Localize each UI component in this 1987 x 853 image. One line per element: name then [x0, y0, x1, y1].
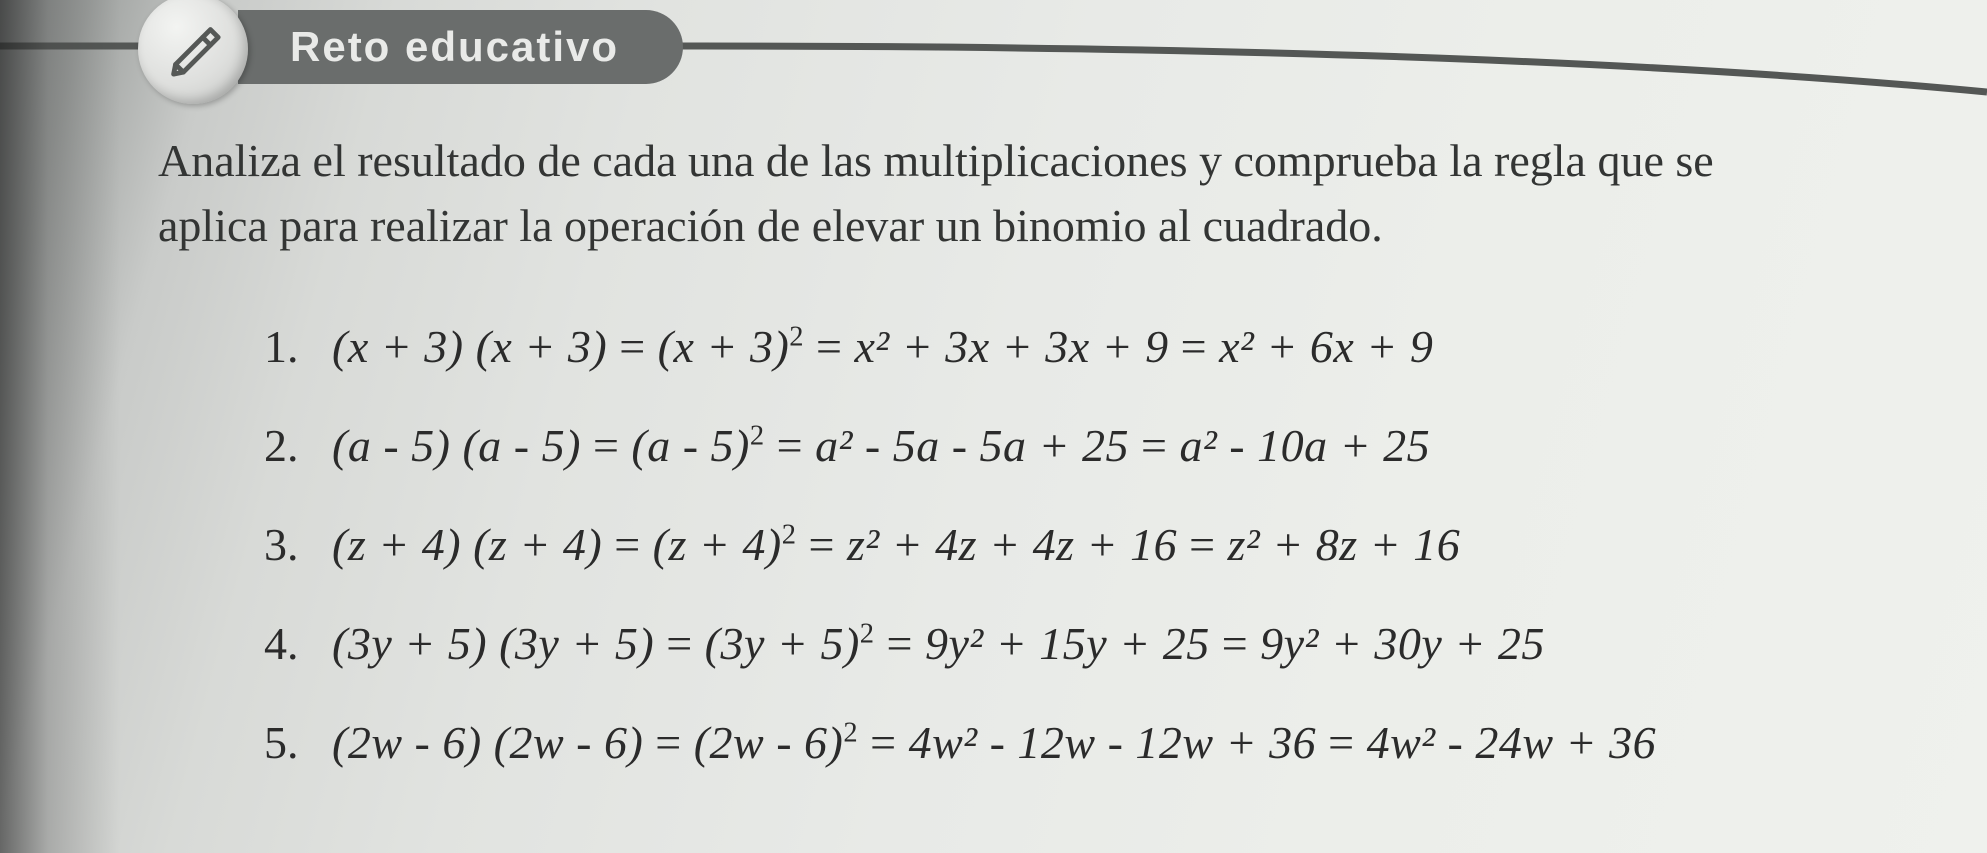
problem-3: 3. (z + 4) (z + 4) = (z + 4)2 = z² + 4z … — [264, 518, 1927, 571]
problem-expression: (z + 4) (z + 4) = (z + 4)2 = z² + 4z + 4… — [332, 518, 1460, 571]
problem-1: 1. (x + 3) (x + 3) = (x + 3)2 = x² + 3x … — [264, 320, 1927, 373]
problem-expression: (2w - 6) (2w - 6) = (2w - 6)2 = 4w² - 12… — [332, 716, 1656, 769]
problem-4: 4. (3y + 5) (3y + 5) = (3y + 5)2 = 9y² +… — [264, 617, 1927, 670]
problem-list: 1. (x + 3) (x + 3) = (x + 3)2 = x² + 3x … — [264, 320, 1927, 815]
problem-expression: (3y + 5) (3y + 5) = (3y + 5)2 = 9y² + 15… — [332, 617, 1545, 670]
problem-expression: (a - 5) (a - 5) = (a - 5)2 = a² - 5a - 5… — [332, 419, 1430, 472]
page-gutter-shadow — [0, 0, 120, 853]
problem-expression: (x + 3) (x + 3) = (x + 3)2 = x² + 3x + 3… — [332, 320, 1433, 373]
instruction-line-1: Analiza el resultado de cada una de las … — [158, 128, 1957, 193]
problem-number: 3. — [264, 518, 332, 571]
pencil-icon — [162, 16, 224, 83]
problem-number: 2. — [264, 419, 332, 472]
problem-number: 4. — [264, 617, 332, 670]
problem-number: 1. — [264, 320, 332, 373]
problem-2: 2. (a - 5) (a - 5) = (a - 5)2 = a² - 5a … — [264, 419, 1927, 472]
banner-label: Reto educativo — [290, 23, 619, 71]
instruction-line-2: aplica para realizar la operación de ele… — [158, 193, 1957, 258]
banner-pill: Reto educativo — [238, 10, 683, 84]
banner: Reto educativo — [0, 0, 1987, 96]
problem-number: 5. — [264, 716, 332, 769]
problem-5: 5. (2w - 6) (2w - 6) = (2w - 6)2 = 4w² -… — [264, 716, 1927, 769]
pencil-badge — [138, 0, 248, 104]
instruction-text: Analiza el resultado de cada una de las … — [158, 128, 1957, 259]
